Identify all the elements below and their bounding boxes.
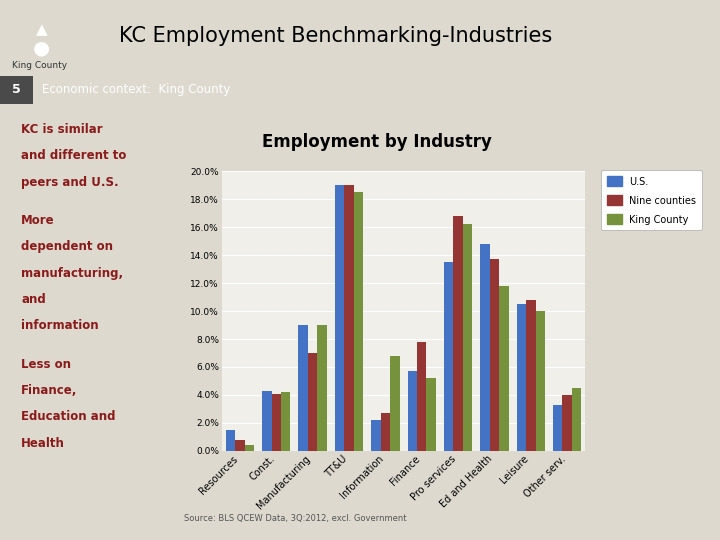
Bar [245, 446, 254, 451]
Bar [426, 378, 436, 451]
Text: Employment by Industry: Employment by Industry [261, 133, 492, 151]
Text: and: and [21, 293, 46, 306]
Bar [499, 286, 508, 451]
Bar [517, 304, 526, 451]
Bar [262, 391, 271, 451]
Bar [490, 259, 499, 451]
Bar [299, 325, 308, 451]
Text: and different to: and different to [21, 149, 127, 162]
Text: Education and: Education and [21, 410, 116, 423]
Bar [526, 300, 536, 451]
Text: Less on: Less on [21, 357, 71, 370]
Bar [0, 76, 33, 104]
Bar [381, 413, 390, 451]
Bar [271, 394, 281, 451]
Bar [463, 224, 472, 451]
Text: KC Employment Benchmarking-Industries: KC Employment Benchmarking-Industries [119, 26, 552, 46]
Bar [372, 420, 381, 451]
Text: More: More [21, 214, 55, 227]
Bar [281, 392, 290, 451]
Text: ▲: ▲ [35, 22, 48, 37]
Bar [226, 430, 235, 451]
Bar [390, 356, 400, 451]
Bar [408, 371, 417, 451]
Bar [480, 244, 490, 451]
Text: King County: King County [12, 60, 67, 70]
Bar [354, 192, 363, 451]
Bar [318, 325, 327, 451]
Bar [553, 405, 562, 451]
Legend: U.S., Nine counties, King County: U.S., Nine counties, King County [601, 171, 702, 231]
Text: peers and U.S.: peers and U.S. [21, 176, 119, 188]
Text: Finance,: Finance, [21, 384, 78, 397]
Bar [562, 395, 572, 451]
Text: manufacturing,: manufacturing, [21, 267, 123, 280]
Text: Source: BLS QCEW Data, 3Q:2012, excl. Government: Source: BLS QCEW Data, 3Q:2012, excl. Go… [184, 514, 406, 523]
Text: dependent on: dependent on [21, 240, 113, 253]
Bar [235, 440, 245, 451]
Bar [335, 185, 344, 451]
Bar [417, 342, 426, 451]
Text: information: information [21, 319, 99, 333]
Text: ●: ● [33, 39, 50, 58]
Text: 5: 5 [12, 83, 21, 96]
Bar [572, 388, 581, 451]
Text: Health: Health [21, 437, 65, 450]
Bar [308, 353, 318, 451]
Bar [444, 262, 454, 451]
Bar [454, 216, 463, 451]
Bar [536, 311, 545, 451]
Text: KC is similar: KC is similar [21, 123, 103, 136]
Text: Economic context:  King County: Economic context: King County [42, 83, 230, 96]
Bar [344, 185, 354, 451]
